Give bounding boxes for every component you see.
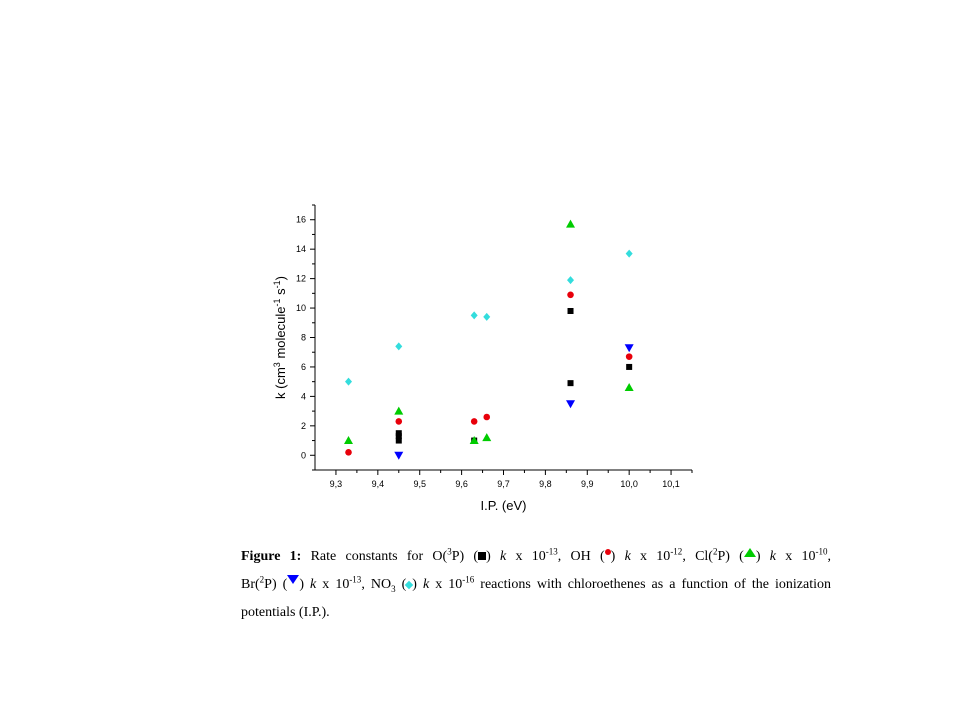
- caption-line-3: potentials (I.P.).: [241, 605, 330, 620]
- axes: [314, 205, 692, 471]
- y-axis-label: k (cm3 molecule-1 s-1): [272, 276, 288, 399]
- circle-point: [345, 449, 352, 456]
- y-tick-label: 16: [296, 215, 306, 225]
- triangle-up-point: [344, 436, 354, 445]
- x-tick-label: 9,5: [413, 479, 426, 489]
- x-tick-label: 9,4: [372, 479, 385, 489]
- circle-point: [395, 418, 403, 425]
- triangle-down-point: [624, 344, 634, 353]
- figure-caption: Figure 1: Rate constants for O(3P) () k …: [241, 543, 831, 627]
- diamond-point: [483, 312, 491, 321]
- triangle-up-point: [394, 406, 404, 415]
- square-point: [395, 430, 402, 437]
- y-tick-label: 4: [301, 391, 306, 401]
- y-tick-label: 10: [296, 303, 306, 313]
- y-tick-label: 12: [296, 274, 306, 284]
- square-point: [395, 437, 402, 444]
- triangle-down-marker-icon: [287, 575, 300, 585]
- triangle-up-point: [624, 383, 634, 392]
- circle-point: [625, 353, 633, 360]
- diamond-point: [567, 276, 575, 285]
- square-point: [626, 363, 633, 370]
- diamond-point: [470, 311, 478, 320]
- square-marker-icon: [478, 551, 487, 560]
- x-axis-label: I.P. (eV): [480, 498, 526, 513]
- circle-point: [470, 418, 478, 425]
- y-tick-label: 6: [301, 362, 306, 372]
- caption-label: Figure 1:: [241, 549, 302, 564]
- triangle-down-point: [566, 400, 576, 409]
- x-tick-label: 9,7: [497, 479, 510, 489]
- y-tick-label: 14: [296, 244, 306, 254]
- x-tick-label: 10,0: [620, 479, 638, 489]
- circle-marker-icon: [604, 548, 611, 555]
- x-tick-label: 9,3: [330, 479, 343, 489]
- x-tick-label: 9,6: [455, 479, 468, 489]
- square-point: [567, 380, 574, 387]
- diamond-point: [345, 377, 353, 386]
- diamond-point: [625, 249, 633, 258]
- circle-point: [567, 291, 574, 299]
- data-points: [344, 219, 634, 460]
- caption-line-2: Br(2P) () k x 10-13, NO3 () k x 10-16 re…: [241, 574, 831, 594]
- triangle-up-point: [566, 219, 576, 228]
- x-tick-label: 9,8: [539, 479, 552, 489]
- triangle-up-point: [469, 436, 479, 445]
- y-tick-label: 2: [301, 421, 306, 431]
- triangle-up-marker-icon: [743, 548, 756, 558]
- square-point: [567, 308, 574, 314]
- caption-line-1: Figure 1: Rate constants for O(3P) () k …: [241, 546, 831, 564]
- triangle-up-point: [482, 433, 492, 442]
- triangle-down-point: [394, 451, 404, 460]
- x-tick-label: 9,9: [581, 479, 594, 489]
- y-tick-label: 8: [301, 333, 306, 343]
- x-axis-ticks: 9,3 9,4 9,5 9,6 9,7 9,8 9,9 10,0 10,1: [330, 470, 693, 489]
- x-tick-label: 10,1: [662, 479, 680, 489]
- y-tick-label: 0: [301, 450, 306, 460]
- diamond-point: [395, 342, 403, 351]
- circle-point: [483, 413, 491, 421]
- y-axis-ticks: 0 2 4 6 8 10 12 14 16: [296, 204, 315, 471]
